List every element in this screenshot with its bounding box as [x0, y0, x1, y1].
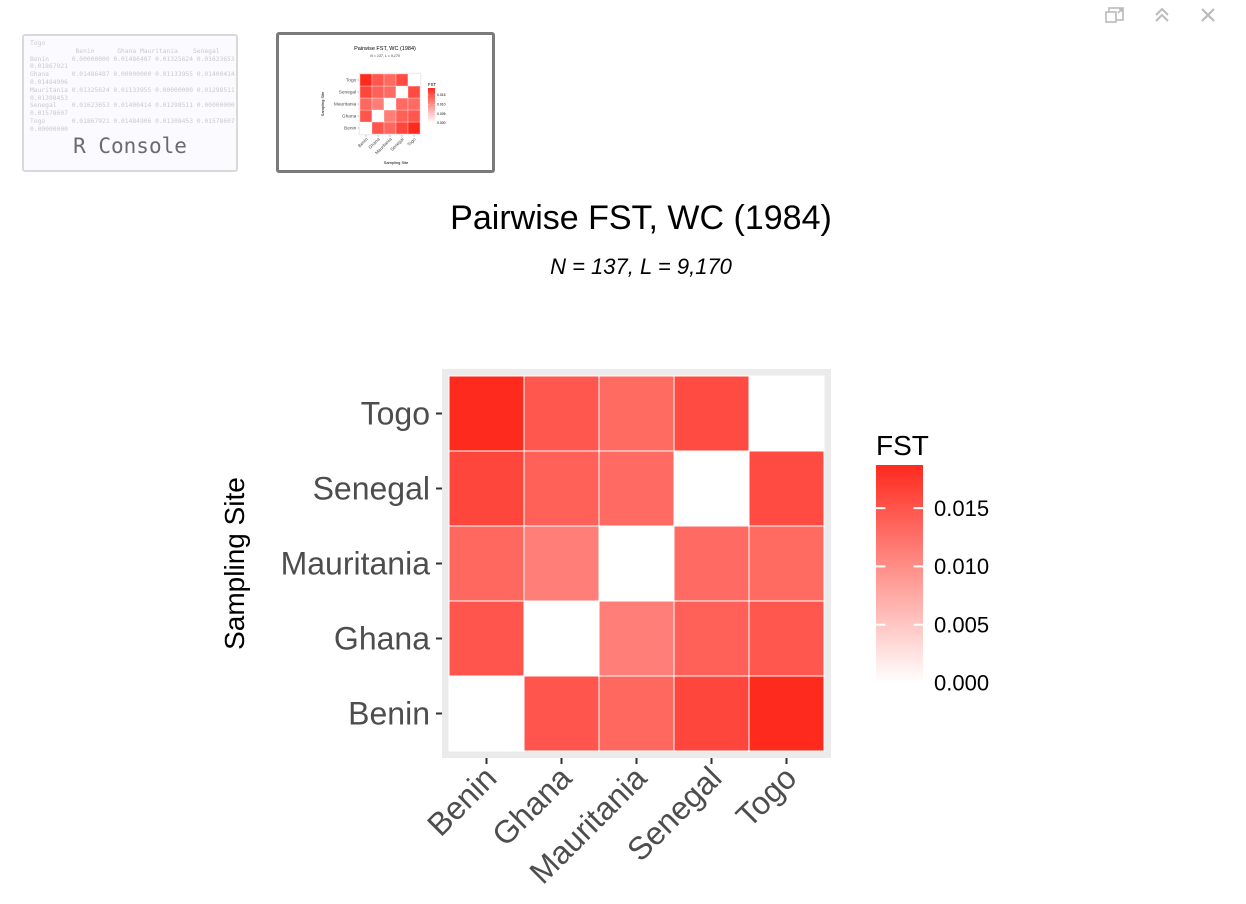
legend-tick-label: 0.000 [934, 671, 989, 696]
heatmap-cell [523, 600, 600, 677]
heatmap-cell [748, 525, 825, 602]
legend-title: FST [428, 82, 436, 87]
heatmap-cell [748, 450, 825, 527]
plot-thumbnail-image: Pairwise FST, WC (1984) N = 137, L = 9,17… [320, 46, 446, 165]
close-icon[interactable] [1194, 4, 1222, 26]
heatmap-cell [523, 675, 600, 752]
console-line: 0.01867921 [30, 63, 68, 71]
heatmap-cell [673, 600, 750, 677]
heatmap-cell [748, 600, 825, 677]
thumb-x-axis-title: Sampling Site [384, 160, 409, 165]
plot-title: Pairwise FST, WC (1984) [450, 199, 832, 237]
legend-colorbar [428, 88, 435, 123]
y-axis-title: Sampling Site [320, 91, 325, 116]
heatmap-cell [673, 675, 750, 752]
console-line: 0.01308453 [30, 94, 68, 102]
heatmap-cell [673, 375, 750, 452]
heatmap-cell [598, 675, 675, 752]
y-tick-label: Togo [361, 396, 430, 432]
heatmap-cell [448, 600, 525, 677]
y-tick-label: Ghana [342, 114, 357, 120]
heatmap-cell [673, 450, 750, 527]
legend-tick-label: 0.010 [437, 102, 446, 106]
console-line: Benin 0.00000000 0.01486487 0.01325624 0… [30, 55, 235, 63]
thumb-subtitle: N = 137, L = 9,170 [370, 54, 400, 58]
heatmap-cell [448, 375, 525, 452]
console-line: 0.01484906 [30, 78, 68, 86]
console-line: Ghana 0.01486487 0.00000000 0.01133955 0… [30, 71, 235, 79]
heatmap-cell [598, 375, 675, 452]
x-tick-label: Togo [729, 759, 804, 834]
heatmap-cell [748, 675, 825, 752]
r-console-label: R Console [73, 134, 187, 158]
y-tick-label: Ghana [334, 621, 430, 657]
heatmap-cell [448, 525, 525, 602]
thumb-title: Pairwise FST, WC (1984) [354, 46, 416, 52]
y-tick-label: Benin [348, 696, 430, 732]
heatmap-cell [598, 450, 675, 527]
heatmap-cell [523, 375, 600, 452]
heatmap-cell [598, 525, 675, 602]
legend-tick-label: 0.015 [437, 93, 446, 97]
console-line: Togo 0.01867921 0.01484906 0.01308453 0.… [30, 117, 235, 125]
console-line: Senegal 0.01623653 0.01400414 0.01298511… [30, 102, 235, 110]
r-console-thumbnail[interactable]: Togo Benin Ghana Mauritania Senegal Benin… [22, 34, 238, 172]
heatmap-cell [748, 375, 825, 452]
legend-tick-label: 0.005 [934, 612, 989, 637]
y-tick-label: Benin [344, 126, 357, 132]
expand-icon[interactable] [1148, 4, 1176, 26]
plot-thumbnail[interactable]: Pairwise FST, WC (1984) N = 137, L = 9,17… [276, 32, 495, 173]
heatmap-cell [448, 675, 525, 752]
y-tick-label: Mauritania [281, 546, 431, 582]
legend-title: FST [876, 430, 929, 461]
heatmap-cell [407, 73, 421, 87]
y-tick-label: Senegal [339, 90, 357, 96]
heatmap-cell [523, 525, 600, 602]
window-controls [1102, 4, 1222, 26]
y-tick-label: Senegal [313, 471, 430, 507]
y-tick-label: Togo [346, 78, 357, 84]
x-tick-label: Togo [406, 136, 417, 147]
heatmap-cell [523, 450, 600, 527]
y-axis-title: Sampling Site [219, 477, 250, 650]
console-output: Togo Benin Ghana Mauritania Senegal Benin… [30, 40, 235, 134]
console-line: 0.01578607 [30, 110, 68, 118]
legend-tick-label: 0.005 [437, 112, 446, 116]
console-line: 0.00000000 [30, 125, 68, 133]
console-line: Benin Ghana Mauritania Senegal [30, 47, 220, 55]
heatmap-cell [598, 600, 675, 677]
heatmap-cell [673, 525, 750, 602]
heatmap-cell [448, 450, 525, 527]
legend-tick-label: 0.015 [934, 496, 989, 521]
legend-tick-label: 0.000 [437, 121, 446, 125]
console-line: Togo [30, 40, 46, 47]
pin-icon[interactable] [1102, 4, 1130, 26]
y-tick-label: Mauritania [334, 102, 357, 108]
legend-tick-label: 0.010 [934, 554, 989, 579]
legend-colorbar [876, 465, 923, 683]
console-line: Mauritania 0.01325624 0.01133955 0.00000… [30, 86, 235, 94]
plot-subtitle: N = 137, L = 9,170 [550, 254, 732, 279]
